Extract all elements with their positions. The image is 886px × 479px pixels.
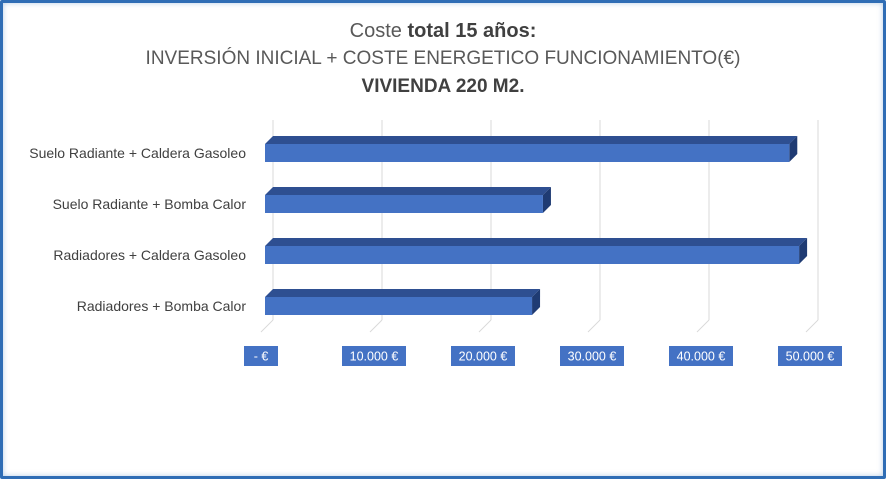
tick-label: 30.000 €: [568, 350, 617, 364]
tick-label: - €: [254, 350, 269, 364]
title-line-1: Coste total 15 años:: [0, 18, 886, 44]
tick-badge: [669, 346, 733, 366]
tick-badge: [451, 346, 515, 366]
tick-badge: [778, 346, 842, 366]
bar: [265, 195, 543, 213]
bar: [265, 144, 790, 162]
tick-label: 40.000 €: [677, 350, 726, 364]
gridline-floor: [805, 319, 819, 333]
bar-top-face: [265, 136, 798, 144]
gridline-floor: [696, 319, 710, 333]
tick-label: 10.000 €: [350, 350, 399, 364]
category-label: Radiadores + Caldera Gasoleo: [53, 247, 246, 263]
tick-label: 50.000 €: [786, 350, 835, 364]
gridline-floor: [369, 319, 383, 333]
category-label: Radiadores + Bomba Calor: [77, 298, 247, 314]
tick-badge: [560, 346, 624, 366]
category-label: Suelo Radiante + Bomba Calor: [53, 196, 247, 212]
bar-side-face: [542, 187, 551, 213]
tick-badge: [342, 346, 406, 366]
bar-top-face: [265, 289, 541, 297]
bar-top-face: [265, 238, 808, 246]
bar-top-face: [265, 187, 551, 195]
tick-badge: [244, 346, 278, 366]
title-line-2: INVERSIÓN INICIAL + COSTE ENERGETICO FUN…: [145, 48, 741, 69]
title-bold: total 15 años:: [407, 20, 537, 42]
bar-side-face: [799, 238, 808, 264]
title-prefix: Coste: [349, 20, 408, 42]
bar: [265, 246, 800, 264]
bar-side-face: [789, 136, 798, 162]
gridline-floor: [587, 319, 601, 333]
tick-label: 20.000 €: [459, 350, 508, 364]
gridline-floor: [478, 319, 492, 333]
bar: [265, 297, 533, 315]
chart-title: Coste total 15 años: INVERSIÓN INICIAL +…: [0, 18, 886, 100]
bar-side-face: [532, 289, 541, 315]
category-label: Suelo Radiante + Caldera Gasoleo: [29, 145, 246, 161]
gridline-floor: [260, 319, 274, 333]
title-line-3: VIVIENDA 220 M2.: [361, 76, 525, 97]
